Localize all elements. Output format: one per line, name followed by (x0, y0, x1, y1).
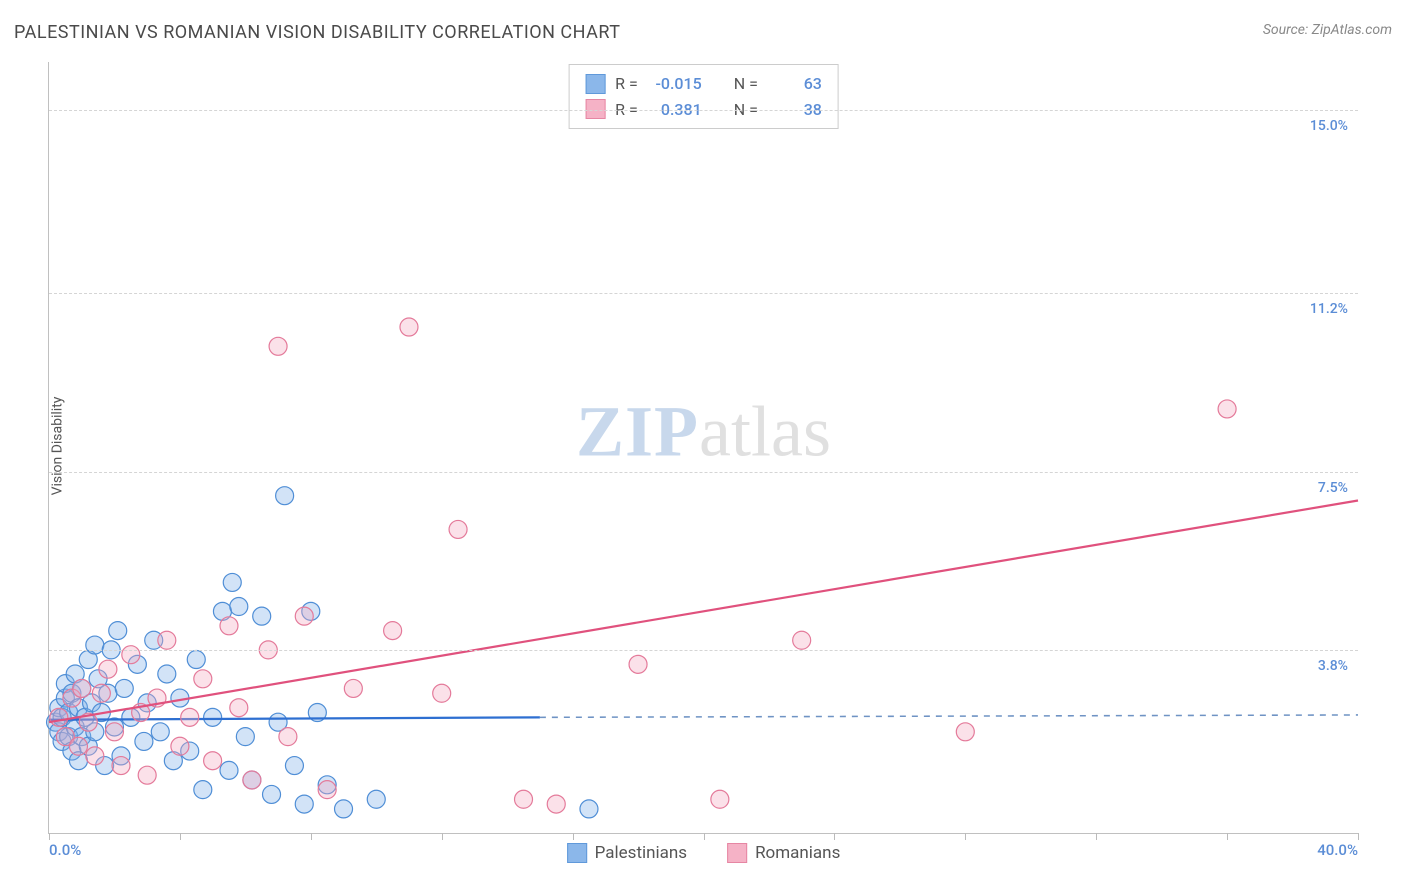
correlation-stats-box: R = -0.015 N = 63 R = 0.381 N = 38 (568, 64, 839, 129)
data-point (194, 670, 212, 688)
source-attribution: Source: ZipAtlas.com (1263, 22, 1392, 38)
data-point (112, 757, 130, 775)
data-point (263, 785, 281, 803)
data-point (158, 631, 176, 649)
data-point (105, 723, 123, 741)
data-point (138, 766, 156, 784)
regression-line-extrapolated (540, 715, 1358, 717)
y-tick-label: 11.2% (1310, 301, 1348, 317)
x-axis-max-label: 40.0% (1317, 841, 1358, 859)
r-label: R = (615, 71, 638, 97)
gridline (49, 293, 1358, 294)
plot-area: ZIPatlas R = -0.015 N = 63 R = 0.381 N =… (48, 62, 1358, 834)
swatch-icon (567, 843, 587, 863)
data-point (1218, 400, 1236, 418)
x-tick (49, 833, 50, 840)
plot-svg (49, 62, 1358, 833)
r-value: -0.015 (648, 71, 702, 97)
x-axis-min-label: 0.0% (49, 841, 81, 859)
x-tick (834, 833, 835, 840)
data-point (220, 617, 238, 635)
data-point (367, 790, 385, 808)
data-point (73, 679, 91, 697)
x-tick (180, 833, 181, 840)
stats-row: R = -0.015 N = 63 (585, 71, 822, 97)
data-point (318, 781, 336, 799)
data-point (515, 790, 533, 808)
data-point (449, 520, 467, 538)
data-point (122, 646, 140, 664)
y-tick-label: 7.5% (1318, 480, 1348, 496)
data-point (276, 487, 294, 505)
data-point (204, 708, 222, 726)
x-tick (704, 833, 705, 840)
x-tick (1227, 833, 1228, 840)
data-point (171, 737, 189, 755)
data-point (204, 752, 222, 770)
data-point (295, 607, 313, 625)
legend-item: Palestinians (567, 843, 687, 863)
data-point (253, 607, 271, 625)
data-point (99, 660, 117, 678)
data-point (629, 655, 647, 673)
data-point (86, 636, 104, 654)
data-point (956, 723, 974, 741)
bottom-legend: Palestinians Romanians (567, 843, 841, 863)
x-tick (1096, 833, 1097, 840)
data-point (135, 732, 153, 750)
gridline (49, 110, 1358, 111)
data-point (295, 795, 313, 813)
legend-label: Romanians (755, 843, 840, 863)
legend-item: Romanians (727, 843, 840, 863)
x-tick (311, 833, 312, 840)
data-point (433, 684, 451, 702)
n-value: 63 (768, 71, 822, 97)
data-point (236, 728, 254, 746)
data-point (547, 795, 565, 813)
data-point (793, 631, 811, 649)
gridline (49, 650, 1358, 651)
data-point (335, 800, 353, 818)
data-point (711, 790, 729, 808)
data-point (269, 337, 287, 355)
y-tick-label: 3.8% (1318, 658, 1348, 674)
data-point (86, 747, 104, 765)
data-point (187, 651, 205, 669)
chart-title: PALESTINIAN VS ROMANIAN VISION DISABILIT… (14, 22, 620, 43)
x-tick (573, 833, 574, 840)
x-tick (442, 833, 443, 840)
source-label: Source: (1263, 22, 1308, 38)
data-point (194, 781, 212, 799)
data-point (580, 800, 598, 818)
gridline (49, 472, 1358, 473)
data-point (279, 728, 297, 746)
data-point (115, 679, 133, 697)
data-point (400, 318, 418, 336)
n-label: N = (734, 71, 758, 97)
data-point (69, 737, 87, 755)
chart-container: PALESTINIAN VS ROMANIAN VISION DISABILIT… (0, 0, 1406, 892)
data-point (220, 761, 238, 779)
data-point (223, 573, 241, 591)
data-point (344, 679, 362, 697)
x-tick (965, 833, 966, 840)
swatch-icon (727, 843, 747, 863)
legend-label: Palestinians (595, 843, 687, 863)
data-point (181, 708, 199, 726)
data-point (230, 699, 248, 717)
data-point (158, 665, 176, 683)
swatch-icon (585, 74, 605, 94)
data-point (92, 684, 110, 702)
data-point (230, 598, 248, 616)
data-point (243, 771, 261, 789)
y-tick-label: 15.0% (1310, 118, 1348, 134)
data-point (285, 757, 303, 775)
x-tick (1358, 833, 1359, 840)
data-point (50, 708, 68, 726)
source-name: ZipAtlas.com (1312, 22, 1392, 38)
data-point (109, 622, 127, 640)
data-point (151, 723, 169, 741)
data-point (384, 622, 402, 640)
